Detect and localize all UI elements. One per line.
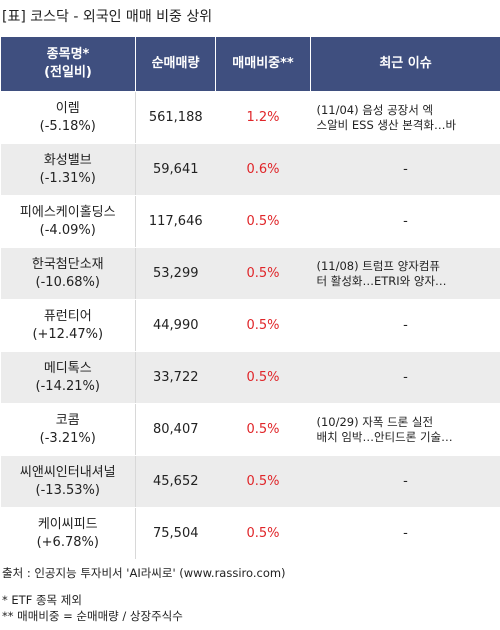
recent-issue-line2: 배치 임박…안티드론 기술…: [316, 429, 453, 444]
stock-name: 케이씨피드: [37, 516, 98, 532]
stock-name: 화성밸브: [43, 152, 92, 168]
trade-ratio: 0.5%: [215, 351, 311, 404]
trade-ratio: 0.6%: [215, 143, 311, 196]
header-issue: 최근 이슈: [310, 36, 500, 92]
recent-issue: -: [310, 351, 500, 404]
net-volume: 53,299: [135, 247, 216, 300]
header-name: 종목명* (전일비): [0, 36, 136, 92]
table-row: 퓨런티어 (+12.47%) 44,990 0.5% -: [0, 299, 500, 352]
stock-name-cell: 코콤 (-3.21%): [0, 403, 136, 456]
table-row: 메디톡스 (-14.21%) 33,722 0.5% -: [0, 351, 500, 404]
net-volume: 561,188: [135, 91, 216, 144]
recent-issue-line1: (11/04) 음성 공장서 엑: [316, 102, 434, 117]
recent-issue-line2: 터 활성화…ETRI와 양자…: [316, 273, 447, 288]
stock-change: (+12.47%): [32, 326, 104, 342]
net-volume: 117,646: [135, 195, 216, 248]
recent-issue: -: [310, 143, 500, 196]
net-volume: 80,407: [135, 403, 216, 456]
net-volume: 59,641: [135, 143, 216, 196]
stock-name-cell: 씨앤씨인터내셔널 (-13.53%): [0, 455, 136, 508]
recent-issue: -: [310, 507, 500, 560]
recent-issue: -: [310, 195, 500, 248]
header-name-line2: (전일비): [44, 65, 92, 80]
table-row: 화성밸브 (-1.31%) 59,641 0.6% -: [0, 143, 500, 196]
recent-issue[interactable]: (10/29) 자폭 드론 실전 배치 임박…안티드론 기술…: [310, 403, 500, 456]
stock-name-cell: 메디톡스 (-14.21%): [0, 351, 136, 404]
stock-change: (+6.78%): [36, 534, 99, 550]
trade-ratio: 0.5%: [215, 403, 311, 456]
recent-issue-line2: 스알비 ESS 생산 본격화…바: [316, 117, 457, 132]
trade-ratio: 0.5%: [215, 299, 311, 352]
trade-ratio: 0.5%: [215, 247, 311, 300]
header-ratio: 매매비중**: [215, 36, 311, 92]
recent-issue: -: [310, 455, 500, 508]
recent-issue[interactable]: (11/04) 음성 공장서 엑 스알비 ESS 생산 본격화…바: [310, 91, 500, 144]
header-volume: 순매매량: [135, 36, 216, 92]
trade-ratio: 1.2%: [215, 91, 311, 144]
net-volume: 75,504: [135, 507, 216, 560]
net-volume: 33,722: [135, 351, 216, 404]
stock-name: 이렘: [55, 100, 80, 116]
footer-note-ratio: ** 매매비중 = 순매매량 / 상장주식수: [2, 609, 183, 623]
stock-name-cell: 피에스케이홀딩스 (-4.09%): [0, 195, 136, 248]
stock-name: 퓨런티어: [43, 308, 92, 324]
stock-name-cell: 퓨런티어 (+12.47%): [0, 299, 136, 352]
stock-name: 피에스케이홀딩스: [19, 204, 116, 220]
stock-name: 코콤: [55, 412, 80, 428]
stock-name-cell: 한국첨단소재 (-10.68%): [0, 247, 136, 300]
footer-source: 출처 : 인공지능 투자비서 'AI라씨로' (www.rassiro.com): [2, 566, 286, 580]
table-row: 케이씨피드 (+6.78%) 75,504 0.5% -: [0, 507, 500, 560]
stock-name: 씨앤씨인터내셔널: [19, 464, 116, 480]
table-header-row: 종목명* (전일비) 순매매량 매매비중** 최근 이슈: [0, 36, 500, 92]
table-row: 이렘 (-5.18%) 561,188 1.2% (11/04) 음성 공장서 엑 스알비…: [0, 91, 500, 144]
foreign-trading-table: 종목명* (전일비) 순매매량 매매비중** 최근 이슈 이렘 (-5.18%) 5…: [0, 36, 500, 560]
net-volume: 45,652: [135, 455, 216, 508]
stock-change: (-13.53%): [35, 482, 100, 498]
stock-change: (-10.68%): [35, 274, 100, 290]
table-title: [표] 코스닥 - 외국인 매매 비중 상위: [2, 9, 213, 25]
trade-ratio: 0.5%: [215, 507, 311, 560]
stock-change: (-4.09%): [39, 222, 96, 238]
net-volume: 44,990: [135, 299, 216, 352]
table-row: 씨앤씨인터내셔널 (-13.53%) 45,652 0.5% -: [0, 455, 500, 508]
table-row: 한국첨단소재 (-10.68%) 53,299 0.5% (11/08) 트럼프 양자컴…: [0, 247, 500, 300]
stock-name-cell: 화성밸브 (-1.31%): [0, 143, 136, 196]
stock-name: 메디톡스: [43, 360, 92, 376]
stock-change: (-1.31%): [39, 170, 96, 186]
stock-name: 한국첨단소재: [31, 256, 104, 272]
recent-issue-line1: (11/08) 트럼프 양자컴퓨: [316, 258, 441, 273]
table-row: 피에스케이홀딩스 (-4.09%) 117,646 0.5% -: [0, 195, 500, 248]
recent-issue-line1: (10/29) 자폭 드론 실전: [316, 414, 434, 429]
footer-note-etf: * ETF 종목 제외: [2, 593, 82, 607]
stock-change: (-5.18%): [39, 118, 96, 134]
stock-change: (-3.21%): [39, 430, 96, 446]
stock-change: (-14.21%): [35, 378, 100, 394]
recent-issue[interactable]: (11/08) 트럼프 양자컴퓨 터 활성화…ETRI와 양자…: [310, 247, 500, 300]
header-name-line1: 종목명*: [46, 47, 90, 62]
trade-ratio: 0.5%: [215, 455, 311, 508]
stock-name-cell: 케이씨피드 (+6.78%): [0, 507, 136, 560]
recent-issue: -: [310, 299, 500, 352]
table-row: 코콤 (-3.21%) 80,407 0.5% (10/29) 자폭 드론 실전 배치 임…: [0, 403, 500, 456]
stock-name-cell: 이렘 (-5.18%): [0, 91, 136, 144]
trade-ratio: 0.5%: [215, 195, 311, 248]
